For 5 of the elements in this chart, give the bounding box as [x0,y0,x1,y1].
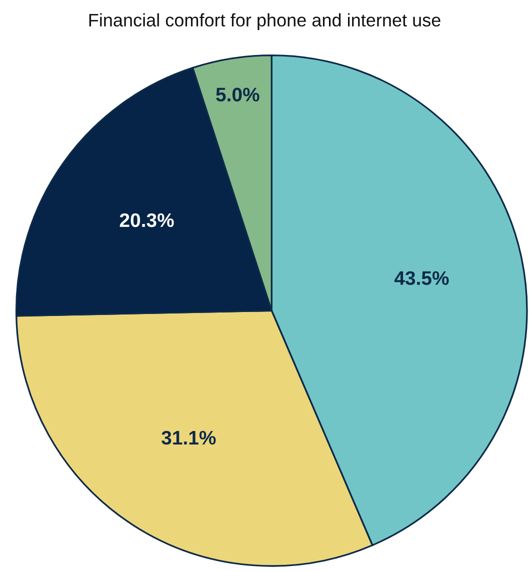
data-label: 20.3% [120,213,174,228]
data-label: 43.5% [394,271,449,286]
data-label: 31.1% [162,430,216,445]
data-label: 5.0% [216,88,260,102]
chart-title: Financial comfort for phone and internet use [89,13,440,30]
